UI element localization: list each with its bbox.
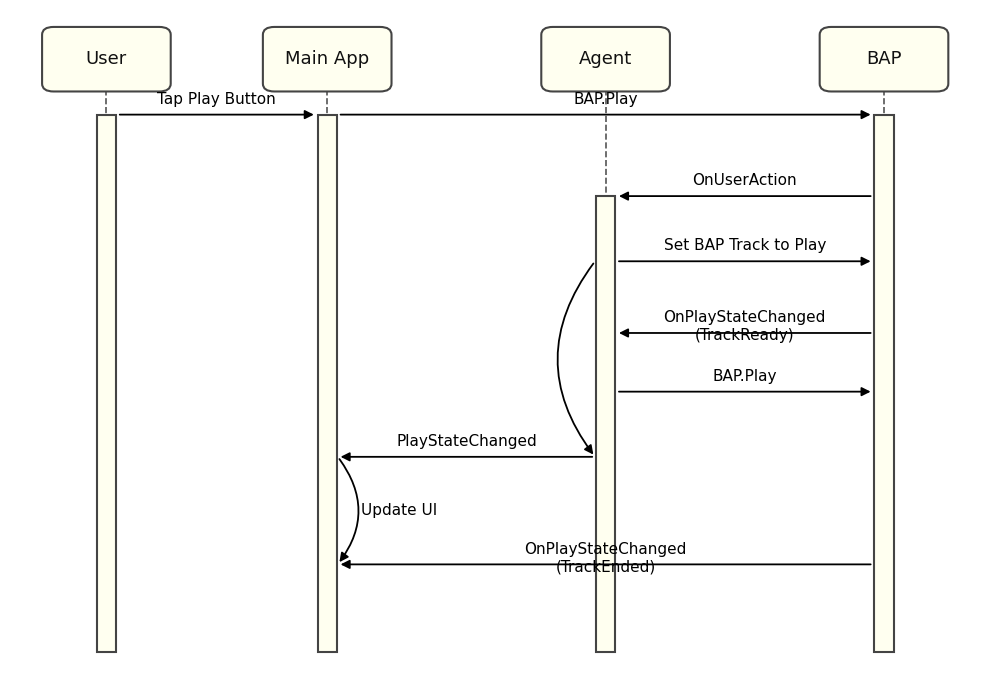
Text: OnPlayStateChanged: OnPlayStateChanged [524, 542, 687, 557]
FancyBboxPatch shape [541, 27, 670, 92]
Text: Main App: Main App [285, 50, 369, 68]
Bar [596, 196, 615, 653]
Text: (TrackReady): (TrackReady) [695, 329, 795, 344]
Bar [97, 115, 116, 653]
Text: Agent: Agent [579, 50, 632, 68]
Bar [318, 115, 337, 653]
Text: (TrackEnded): (TrackEnded) [555, 559, 656, 575]
FancyArrowPatch shape [558, 263, 593, 453]
Text: Set BAP Track to Play: Set BAP Track to Play [664, 238, 826, 253]
Text: BAP.Play: BAP.Play [573, 92, 638, 107]
Text: PlayStateChanged: PlayStateChanged [396, 434, 537, 449]
Text: OnUserAction: OnUserAction [692, 173, 797, 188]
Text: User: User [86, 50, 127, 68]
FancyBboxPatch shape [263, 27, 392, 92]
Text: BAP: BAP [866, 50, 902, 68]
Text: Tap Play Button: Tap Play Button [157, 92, 276, 107]
Text: BAP.Play: BAP.Play [713, 369, 777, 384]
Bar [874, 115, 894, 653]
FancyArrowPatch shape [339, 459, 358, 561]
FancyBboxPatch shape [42, 27, 171, 92]
FancyBboxPatch shape [820, 27, 948, 92]
Text: Update UI: Update UI [361, 503, 437, 518]
Text: OnPlayStateChanged: OnPlayStateChanged [664, 310, 826, 325]
